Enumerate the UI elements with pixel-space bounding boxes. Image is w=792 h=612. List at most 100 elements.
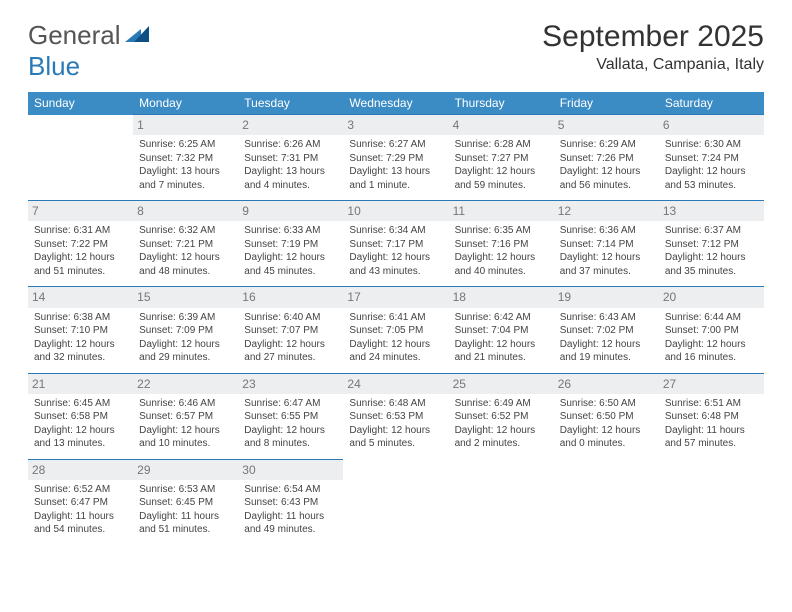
daylight-text: Daylight: 11 hours and 57 minutes. [665,424,758,451]
sunrise-text: Sunrise: 6:42 AM [455,311,548,325]
sunset-text: Sunset: 7:21 PM [139,238,232,252]
sunset-text: Sunset: 7:27 PM [455,152,548,166]
sunset-text: Sunset: 6:50 PM [560,410,653,424]
daylight-text: Daylight: 12 hours and 8 minutes. [244,424,337,451]
day-number: 23 [238,374,343,394]
sunrise-text: Sunrise: 6:39 AM [139,311,232,325]
daylight-text: Daylight: 12 hours and 40 minutes. [455,251,548,278]
daylight-text: Daylight: 12 hours and 59 minutes. [455,165,548,192]
calendar-day-cell: 19Sunrise: 6:43 AMSunset: 7:02 PMDayligh… [554,287,659,373]
col-sunday: Sunday [28,92,133,115]
daylight-text: Daylight: 12 hours and 32 minutes. [34,338,127,365]
logo-mark-icon [125,20,151,50]
sunrise-text: Sunrise: 6:40 AM [244,311,337,325]
sunrise-text: Sunrise: 6:35 AM [455,224,548,238]
sunrise-text: Sunrise: 6:29 AM [560,138,653,152]
daylight-text: Daylight: 12 hours and 5 minutes. [349,424,442,451]
calendar-day-cell: 28Sunrise: 6:52 AMSunset: 6:47 PMDayligh… [28,459,133,545]
day-number: 4 [449,115,554,135]
day-number: 1 [133,115,238,135]
daylight-text: Daylight: 12 hours and 10 minutes. [139,424,232,451]
day-number: 8 [133,201,238,221]
sunset-text: Sunset: 7:24 PM [665,152,758,166]
weekday-header-row: Sunday Monday Tuesday Wednesday Thursday… [28,92,764,115]
daylight-text: Daylight: 12 hours and 24 minutes. [349,338,442,365]
sunset-text: Sunset: 6:43 PM [244,496,337,510]
sunset-text: Sunset: 7:22 PM [34,238,127,252]
location: Vallata, Campania, Italy [542,56,764,74]
calendar-day-cell [343,459,448,545]
sunset-text: Sunset: 6:58 PM [34,410,127,424]
calendar-day-cell: 15Sunrise: 6:39 AMSunset: 7:09 PMDayligh… [133,287,238,373]
sunrise-text: Sunrise: 6:52 AM [34,483,127,497]
calendar-day-cell: 12Sunrise: 6:36 AMSunset: 7:14 PMDayligh… [554,201,659,287]
sunrise-text: Sunrise: 6:32 AM [139,224,232,238]
day-number: 21 [28,374,133,394]
sunset-text: Sunset: 7:10 PM [34,324,127,338]
calendar-day-cell: 5Sunrise: 6:29 AMSunset: 7:26 PMDaylight… [554,115,659,201]
calendar-day-cell [449,459,554,545]
calendar-table: Sunday Monday Tuesday Wednesday Thursday… [28,92,764,545]
col-saturday: Saturday [659,92,764,115]
daylight-text: Daylight: 12 hours and 29 minutes. [139,338,232,365]
sunset-text: Sunset: 7:07 PM [244,324,337,338]
sunset-text: Sunset: 7:12 PM [665,238,758,252]
sunrise-text: Sunrise: 6:45 AM [34,397,127,411]
sunset-text: Sunset: 7:32 PM [139,152,232,166]
day-number: 10 [343,201,448,221]
sunset-text: Sunset: 7:29 PM [349,152,442,166]
sunrise-text: Sunrise: 6:25 AM [139,138,232,152]
calendar-day-cell: 3 Sunrise: 6:27 AMSunset: 7:29 PMDaylight… [343,115,448,201]
calendar-day-cell: 4Sunrise: 6:28 AMSunset: 7:27 PMDaylight… [449,115,554,201]
sunrise-text: Sunrise: 6:30 AM [665,138,758,152]
daylight-text: Daylight: 12 hours and 2 minutes. [455,424,548,451]
daylight-text: Daylight: 12 hours and 16 minutes. [665,338,758,365]
calendar-day-cell: 25Sunrise: 6:49 AMSunset: 6:52 PMDayligh… [449,373,554,459]
sunset-text: Sunset: 7:02 PM [560,324,653,338]
calendar-day-cell: 20Sunrise: 6:44 AMSunset: 7:00 PMDayligh… [659,287,764,373]
day-number: 12 [554,201,659,221]
sunrise-text: Sunrise: 6:27 AM [349,138,442,152]
daylight-text: Daylight: 12 hours and 45 minutes. [244,251,337,278]
day-number: 25 [449,374,554,394]
daylight-text: Daylight: 11 hours and 51 minutes. [139,510,232,537]
sunrise-text: Sunrise: 6:46 AM [139,397,232,411]
col-tuesday: Tuesday [238,92,343,115]
daylight-text: Daylight: 12 hours and 35 minutes. [665,251,758,278]
sunset-text: Sunset: 7:05 PM [349,324,442,338]
daylight-text: Daylight: 12 hours and 56 minutes. [560,165,653,192]
calendar-day-cell: 26Sunrise: 6:50 AMSunset: 6:50 PMDayligh… [554,373,659,459]
sunrise-text: Sunrise: 6:43 AM [560,311,653,325]
daylight-text: Daylight: 12 hours and 51 minutes. [34,251,127,278]
day-number: 9 [238,201,343,221]
sunrise-text: Sunrise: 6:31 AM [34,224,127,238]
sunrise-text: Sunrise: 6:50 AM [560,397,653,411]
sunset-text: Sunset: 6:55 PM [244,410,337,424]
sunrise-text: Sunrise: 6:33 AM [244,224,337,238]
daylight-text: Daylight: 11 hours and 54 minutes. [34,510,127,537]
daylight-text: Daylight: 12 hours and 0 minutes. [560,424,653,451]
sunrise-text: Sunrise: 6:37 AM [665,224,758,238]
day-number: 6 [659,115,764,135]
sunset-text: Sunset: 7:14 PM [560,238,653,252]
daylight-text: Daylight: 13 hours and 1 minute. [349,165,442,192]
calendar-day-cell: 27Sunrise: 6:51 AMSunset: 6:48 PMDayligh… [659,373,764,459]
sunset-text: Sunset: 7:26 PM [560,152,653,166]
col-friday: Friday [554,92,659,115]
header: GeneralBlue September 2025 Vallata, Camp… [28,20,764,82]
sunset-text: Sunset: 6:47 PM [34,496,127,510]
calendar-day-cell: 2Sunrise: 6:26 AMSunset: 7:31 PMDaylight… [238,115,343,201]
calendar-day-cell: 7Sunrise: 6:31 AMSunset: 7:22 PMDaylight… [28,201,133,287]
sunset-text: Sunset: 6:45 PM [139,496,232,510]
day-number: 30 [238,460,343,480]
calendar-day-cell [28,115,133,201]
calendar-day-cell [659,459,764,545]
sunset-text: Sunset: 7:19 PM [244,238,337,252]
col-thursday: Thursday [449,92,554,115]
day-number: 3 [343,115,448,135]
day-number: 14 [28,287,133,307]
calendar-day-cell: 14Sunrise: 6:38 AMSunset: 7:10 PMDayligh… [28,287,133,373]
calendar-day-cell: 13Sunrise: 6:37 AMSunset: 7:12 PMDayligh… [659,201,764,287]
day-number: 29 [133,460,238,480]
calendar-day-cell: 16Sunrise: 6:40 AMSunset: 7:07 PMDayligh… [238,287,343,373]
